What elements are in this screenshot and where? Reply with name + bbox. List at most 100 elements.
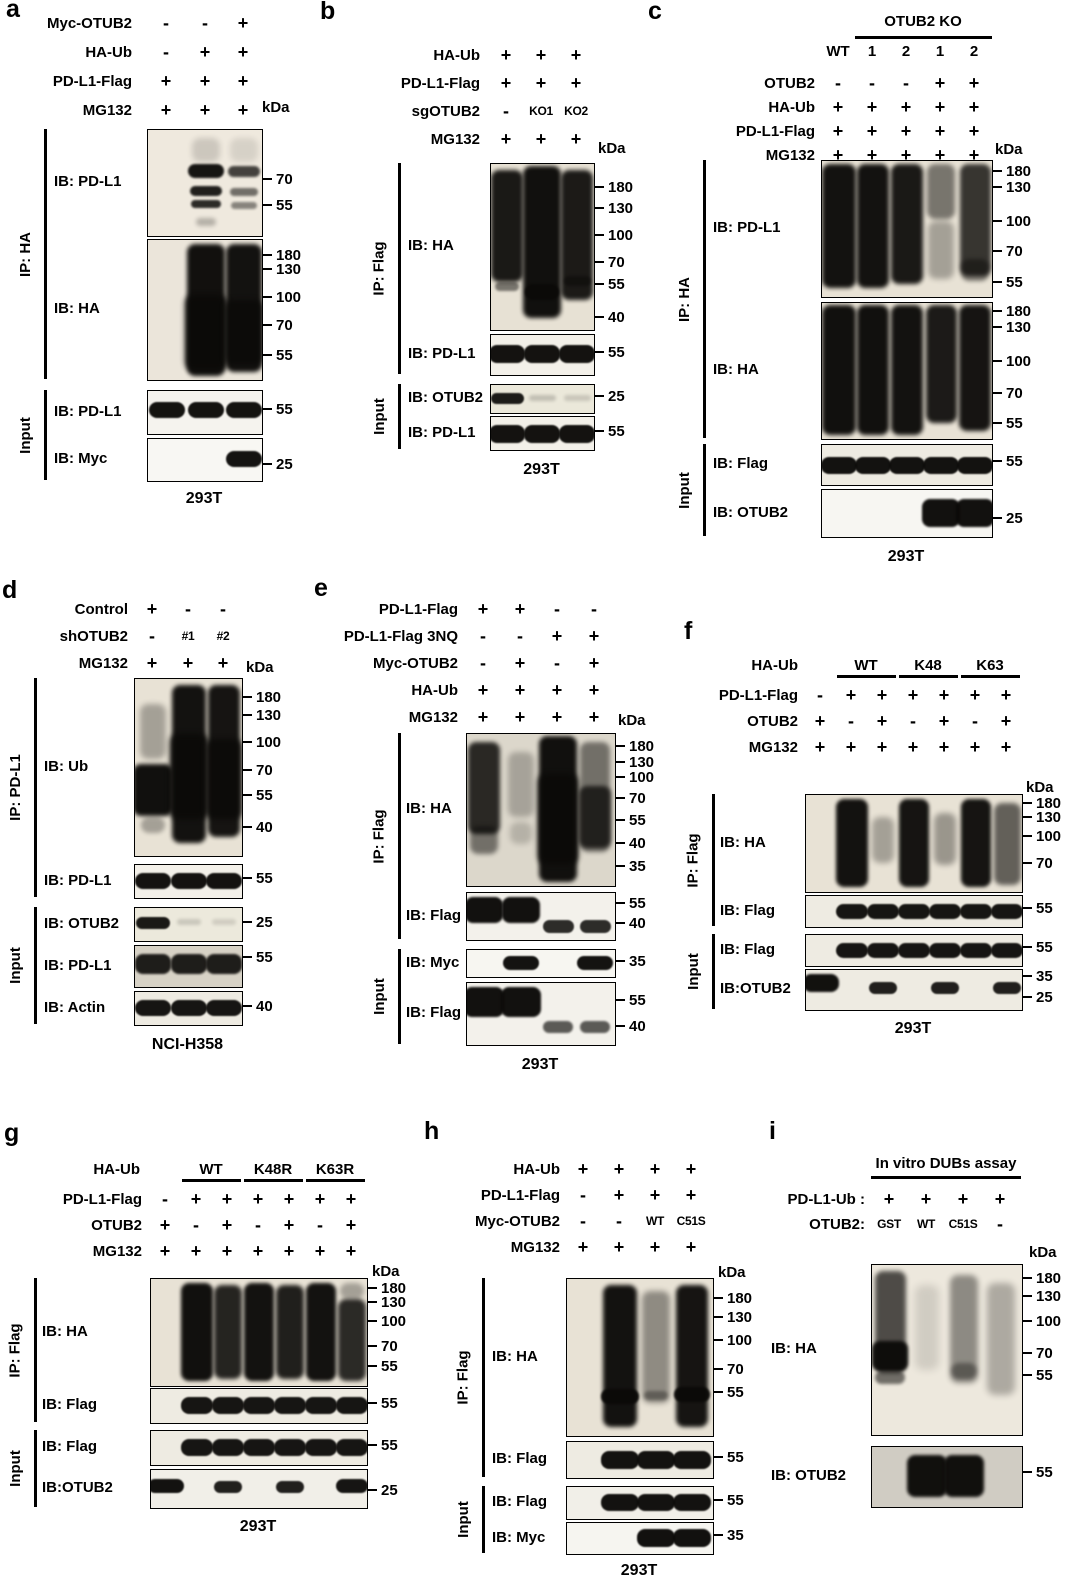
protein-band xyxy=(637,1451,675,1469)
kda-marker: 130 xyxy=(714,1308,752,1326)
lane-value: + xyxy=(159,1215,171,1235)
lane-value: + xyxy=(588,626,600,646)
header-title: HA-Ub xyxy=(751,657,798,674)
kda-marker: 55 xyxy=(243,869,273,887)
lane-value: + xyxy=(876,737,888,757)
panel-letter: g xyxy=(4,1119,20,1147)
protein-band xyxy=(673,1387,711,1402)
group-label-text: IP: Flag xyxy=(684,832,702,888)
group-label: IP: Flag xyxy=(0,1278,30,1422)
kda-marker: 55 xyxy=(1023,1366,1053,1384)
panel-letter: e xyxy=(314,574,328,602)
protein-band xyxy=(563,276,591,286)
protein-band xyxy=(273,1397,307,1414)
protein-band xyxy=(273,1439,307,1456)
panel-letter: f xyxy=(684,617,693,645)
protein-band xyxy=(304,1397,338,1414)
kda-marker: 55 xyxy=(1023,1463,1053,1481)
kda-marker: 100 xyxy=(368,1312,406,1330)
marker-value: 55 xyxy=(1006,273,1023,291)
group-bracket-line xyxy=(712,794,715,926)
kda-marker: 130 xyxy=(993,318,1031,336)
marker-value: 55 xyxy=(276,400,293,418)
marker-value: 55 xyxy=(276,346,293,364)
panel-letter: d xyxy=(2,576,18,604)
group-bracket-line xyxy=(703,160,706,438)
lane-value: + xyxy=(907,685,919,705)
kda-marker: 25 xyxy=(263,455,293,473)
ib-label: IB: Flag xyxy=(492,1450,547,1467)
condition-label: PD-L1-Flag xyxy=(480,1187,560,1204)
marker-tick xyxy=(595,350,604,354)
marker-value: 70 xyxy=(276,316,293,334)
lane-value: + xyxy=(934,145,946,165)
protein-band xyxy=(559,345,594,363)
blot-image xyxy=(466,733,616,887)
protein-band xyxy=(135,954,171,974)
group-label-text: Input xyxy=(16,416,34,454)
protein-band xyxy=(211,1397,245,1414)
lane-value: + xyxy=(345,1241,357,1261)
marker-tick xyxy=(714,1390,723,1394)
lane-value: - xyxy=(503,101,509,121)
protein-band xyxy=(990,943,1022,958)
group-label-text: Input xyxy=(370,978,388,1015)
header-underline xyxy=(871,1176,1021,1179)
marker-tick xyxy=(616,760,625,764)
marker-value: 180 xyxy=(727,1289,753,1307)
group-label: IP: Flag xyxy=(364,163,394,374)
lane-value: + xyxy=(500,45,512,65)
ib-label: IB: Flag xyxy=(492,1493,547,1510)
header-underline xyxy=(855,36,992,39)
marker-tick xyxy=(993,421,1002,425)
protein-band xyxy=(491,425,525,443)
marker-value: 130 xyxy=(727,1308,753,1326)
protein-band xyxy=(135,873,171,889)
lane-value: + xyxy=(182,653,194,673)
lane-value: + xyxy=(613,1185,625,1205)
condition-label: MG132 xyxy=(78,655,128,672)
blot-image xyxy=(466,949,616,978)
group-bracket-line xyxy=(398,949,401,1044)
cell-line-label: 293T xyxy=(887,548,925,565)
kda-label: kDa xyxy=(598,140,626,157)
protein-band xyxy=(906,1455,948,1497)
marker-tick xyxy=(993,516,1002,520)
marker-value: 25 xyxy=(1006,509,1023,527)
header-underline xyxy=(961,675,1020,678)
kda-label: kDa xyxy=(372,1263,400,1280)
lane-value: - xyxy=(220,599,226,619)
lane-value: + xyxy=(551,626,563,646)
ib-label: IB:OTUB2 xyxy=(42,1479,113,1496)
marker-tick xyxy=(368,1300,377,1304)
condition-label: shOTUB2 xyxy=(59,628,128,645)
protein-band xyxy=(507,752,535,817)
group-bracket-line xyxy=(398,384,401,449)
lane-value: + xyxy=(900,97,912,117)
marker-tick xyxy=(368,1286,377,1290)
marker-value: 55 xyxy=(1006,414,1023,432)
marker-tick xyxy=(263,353,272,357)
marker-value: 55 xyxy=(381,1394,398,1412)
marker-tick xyxy=(595,233,604,237)
marker-value: 55 xyxy=(727,1383,744,1401)
marker-value: 55 xyxy=(276,196,293,214)
protein-band xyxy=(135,917,171,929)
lane-value: + xyxy=(968,121,980,141)
header-underline xyxy=(837,675,896,678)
condition-label: HA-Ub xyxy=(411,682,458,699)
marker-value: 55 xyxy=(1036,899,1053,917)
ib-label: IB: Ub xyxy=(44,757,89,775)
panel-d: d Control + - - shOTUB2 - #1 #2 MG132 + + + kDa IB: Ub… xyxy=(0,575,310,1080)
protein-band xyxy=(577,956,613,970)
lane-value: - xyxy=(185,599,191,619)
group-label-text: IP: HA xyxy=(675,276,693,322)
kda-marker: 100 xyxy=(993,352,1031,370)
panel-e: e PD-L1-Flag + + - - PD-L1-Flag 3NQ - - + + Myc-OTU… xyxy=(310,574,670,1087)
kda-marker: 55 xyxy=(616,991,646,1009)
protein-band xyxy=(822,305,857,435)
marker-tick xyxy=(368,1319,377,1323)
lane-value: + xyxy=(217,653,229,673)
marker-value: 130 xyxy=(1036,808,1062,826)
kda-marker: 25 xyxy=(993,509,1023,527)
